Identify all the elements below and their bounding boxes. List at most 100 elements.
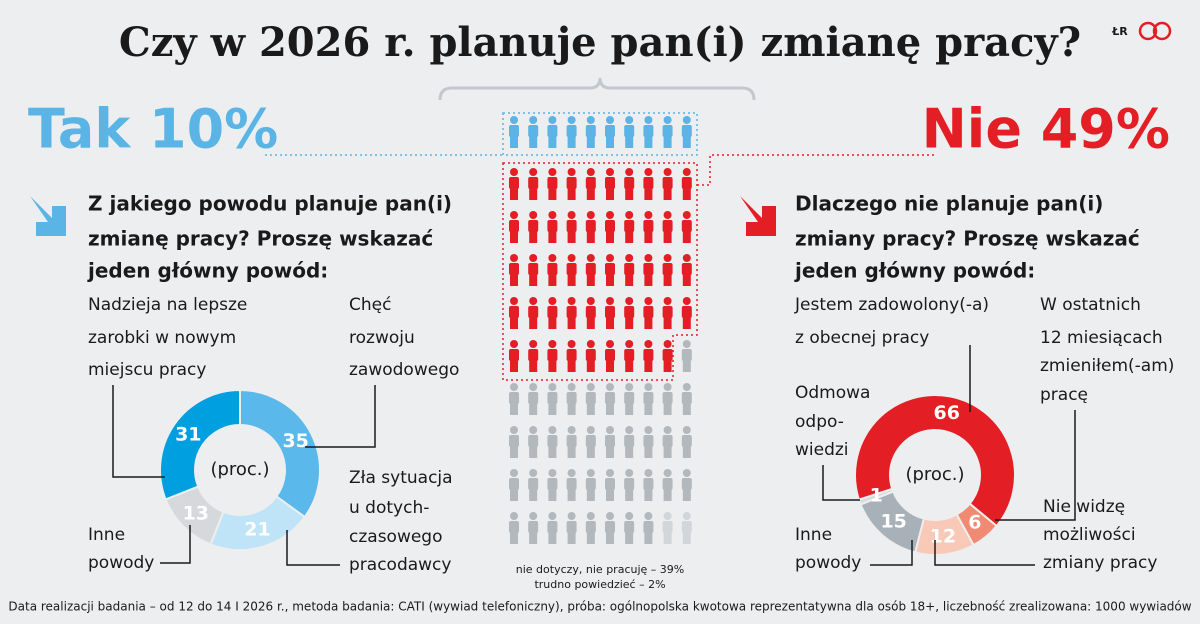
person-legs <box>529 489 538 501</box>
person-icon <box>605 426 615 458</box>
person-legs <box>529 317 538 329</box>
person-icon <box>643 168 654 200</box>
person-legs <box>644 489 653 501</box>
person-icon <box>585 469 596 501</box>
person-head <box>567 426 576 434</box>
person-legs <box>606 317 614 329</box>
logo-mark <box>1138 21 1172 41</box>
person-body <box>662 177 673 189</box>
person-body <box>662 125 673 137</box>
person-body <box>662 349 673 361</box>
person-head <box>548 426 557 434</box>
person-legs <box>586 489 595 501</box>
person-icon <box>643 426 654 458</box>
person-body <box>624 306 635 318</box>
person-legs <box>663 532 672 544</box>
person-icon <box>643 469 654 501</box>
person-body <box>509 220 519 232</box>
person-legs <box>663 317 672 329</box>
person-legs <box>510 360 518 372</box>
person-icon <box>528 340 539 372</box>
person-icon <box>547 383 558 415</box>
category-label: zmieniłem(-am) <box>1040 356 1174 376</box>
person-icon <box>605 469 615 501</box>
category-label: zawodowego <box>349 360 459 380</box>
category-label: czasowego <box>349 527 443 547</box>
person-body <box>528 220 539 232</box>
person-body <box>566 435 577 447</box>
person-icon <box>528 469 539 501</box>
person-legs <box>663 188 672 200</box>
person-legs <box>510 274 518 286</box>
person-legs <box>586 532 595 544</box>
person-body <box>624 125 635 137</box>
person-icon <box>547 211 558 243</box>
person-legs <box>567 403 576 415</box>
person-body <box>681 220 692 232</box>
person-body <box>624 392 635 404</box>
person-body <box>585 263 596 275</box>
person-icon <box>643 383 654 415</box>
person-icon <box>528 426 539 458</box>
person-icon <box>605 512 615 544</box>
value-label: 35 <box>282 430 308 452</box>
person-legs <box>510 231 518 243</box>
person-legs <box>548 489 557 501</box>
person-head <box>606 426 614 434</box>
person-body <box>605 125 615 137</box>
person-body <box>528 125 539 137</box>
person-body <box>528 177 539 189</box>
person-body <box>528 392 539 404</box>
person-icon <box>643 211 654 243</box>
person-icon <box>509 383 519 415</box>
category-label: możliwości <box>1043 525 1136 545</box>
person-legs <box>586 274 595 286</box>
value-label: 21 <box>244 519 270 541</box>
person-head <box>567 211 576 219</box>
person-body <box>643 478 654 490</box>
person-legs <box>682 403 691 415</box>
person-head <box>567 254 576 262</box>
person-legs <box>663 489 672 501</box>
person-head <box>682 469 691 477</box>
leader-line <box>160 525 191 564</box>
person-head <box>644 383 653 391</box>
person-body <box>605 263 615 275</box>
person-icon <box>585 426 596 458</box>
category-label: powody <box>88 553 154 573</box>
person-legs <box>586 136 595 148</box>
person-head <box>586 254 595 262</box>
person-icon <box>624 340 635 372</box>
question: jeden główny powód: <box>87 259 328 283</box>
person-head <box>548 116 557 124</box>
category-label: pracę <box>1040 385 1088 405</box>
person-legs <box>567 532 576 544</box>
person-head <box>567 469 576 477</box>
person-legs <box>606 532 614 544</box>
category-label: powody <box>795 553 861 573</box>
person-head <box>663 512 672 520</box>
category-label: Nie widzę <box>1043 497 1125 517</box>
person-icon <box>566 116 577 148</box>
person-head <box>682 168 691 176</box>
person-head <box>606 211 614 219</box>
logo-text: ŁR <box>1111 25 1128 38</box>
person-legs <box>682 532 691 544</box>
person-head <box>510 297 518 305</box>
person-body <box>643 521 654 533</box>
person-head <box>663 469 672 477</box>
category-label: z obecnej pracy <box>795 328 929 348</box>
category-label: Chęć <box>349 295 391 315</box>
person-head <box>586 512 595 520</box>
person-body <box>585 521 596 533</box>
donut-segment <box>239 388 321 519</box>
person-head <box>663 254 672 262</box>
person-legs <box>663 274 672 286</box>
person-body <box>509 177 519 189</box>
person-head <box>510 426 518 434</box>
center-label: (proc.) <box>905 464 964 485</box>
person-icon <box>624 297 635 329</box>
person-legs <box>510 532 518 544</box>
category-label: odpo- <box>795 412 844 432</box>
